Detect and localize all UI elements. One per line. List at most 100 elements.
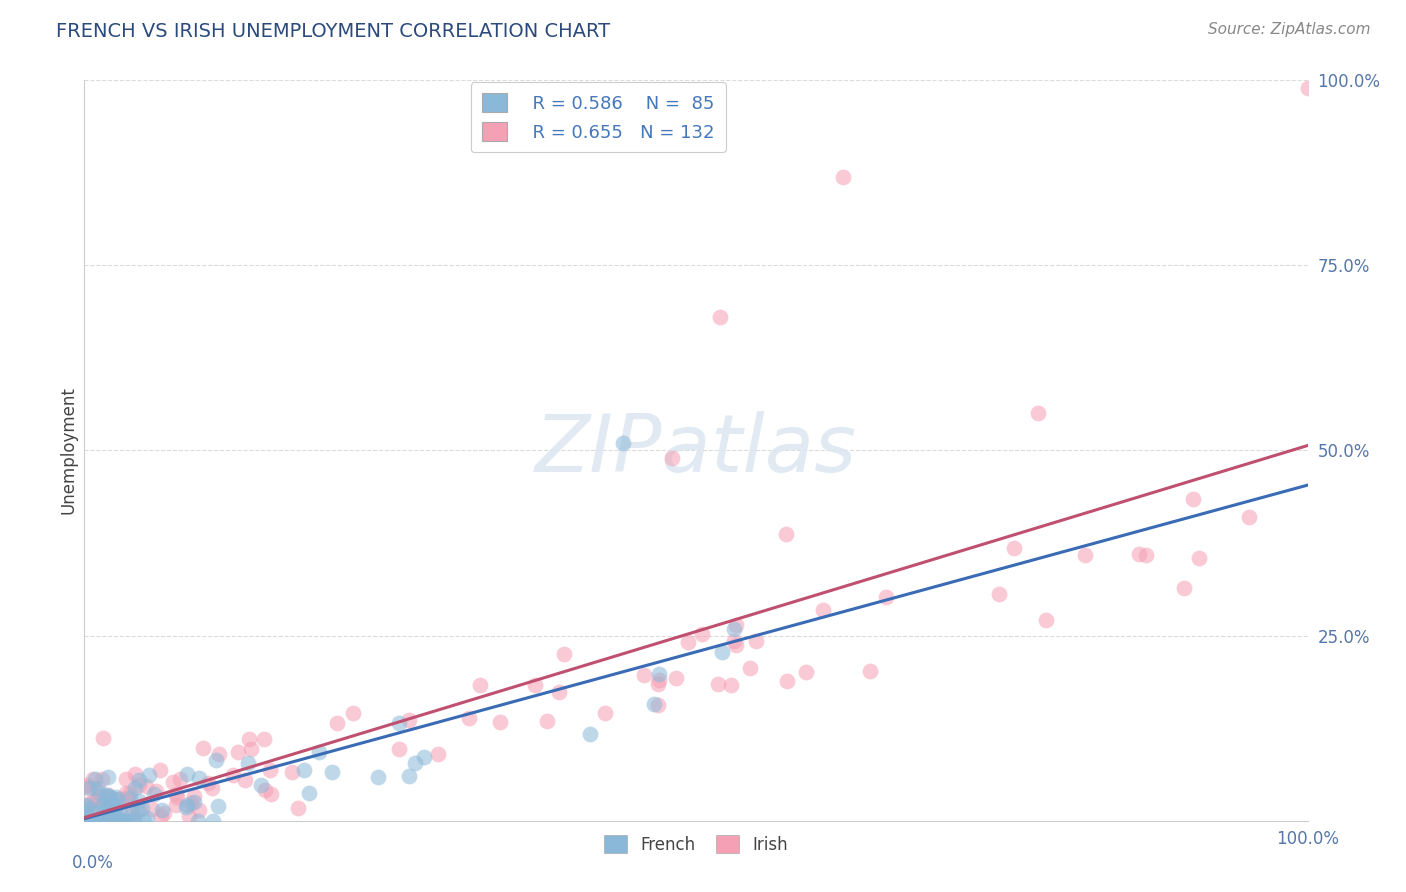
Point xyxy=(367,770,389,784)
Point xyxy=(1002,541,1025,556)
Point xyxy=(1188,550,1211,565)
Point xyxy=(105,797,128,812)
Point xyxy=(612,436,634,450)
Point xyxy=(93,805,115,819)
Point xyxy=(75,799,97,814)
Point xyxy=(83,814,105,828)
Point xyxy=(136,811,159,825)
Point xyxy=(720,678,742,692)
Point xyxy=(253,732,276,747)
Y-axis label: Unemployment: Unemployment xyxy=(59,386,77,515)
Point xyxy=(100,814,122,828)
Point xyxy=(188,771,211,785)
Point xyxy=(723,633,745,648)
Point xyxy=(548,685,571,699)
Point xyxy=(82,814,104,828)
Point xyxy=(169,772,191,786)
Point xyxy=(207,799,229,814)
Point xyxy=(468,678,491,692)
Point xyxy=(176,767,198,781)
Point xyxy=(745,634,768,648)
Point xyxy=(75,814,97,828)
Point xyxy=(647,698,669,713)
Point xyxy=(97,770,120,784)
Point xyxy=(228,745,250,759)
Point xyxy=(831,169,853,184)
Point xyxy=(398,713,420,727)
Point xyxy=(412,749,434,764)
Point xyxy=(110,807,132,822)
Point xyxy=(775,527,797,541)
Point xyxy=(1128,547,1150,561)
Point xyxy=(89,814,111,828)
Point xyxy=(98,796,121,810)
Point xyxy=(76,805,98,820)
Point xyxy=(87,814,110,828)
Point xyxy=(707,676,730,690)
Point xyxy=(723,622,745,636)
Point xyxy=(112,814,135,828)
Point xyxy=(254,782,277,797)
Point xyxy=(690,627,713,641)
Point xyxy=(643,697,665,711)
Point xyxy=(875,591,897,605)
Point xyxy=(103,805,125,820)
Point xyxy=(124,780,146,795)
Point xyxy=(398,769,420,783)
Point xyxy=(73,802,96,816)
Point xyxy=(73,804,96,818)
Point xyxy=(776,673,799,688)
Point xyxy=(321,764,343,779)
Point xyxy=(553,647,575,661)
Point xyxy=(578,727,600,741)
Point xyxy=(73,780,96,794)
Point xyxy=(131,801,153,815)
Point xyxy=(117,791,139,805)
Point xyxy=(174,799,197,814)
Point xyxy=(124,766,146,780)
Point xyxy=(83,772,105,787)
Point xyxy=(648,673,671,688)
Point xyxy=(94,814,117,828)
Point xyxy=(87,780,110,795)
Text: 0.0%: 0.0% xyxy=(72,854,114,872)
Point xyxy=(103,798,125,813)
Point xyxy=(457,711,479,725)
Point xyxy=(205,753,228,767)
Point xyxy=(76,797,98,811)
Text: ZIPatlas: ZIPatlas xyxy=(534,411,858,490)
Point xyxy=(177,808,200,822)
Point xyxy=(222,768,245,782)
Point xyxy=(128,794,150,808)
Point xyxy=(988,587,1011,601)
Point xyxy=(709,310,731,325)
Point xyxy=(98,798,121,813)
Point xyxy=(191,741,214,756)
Point xyxy=(162,775,184,789)
Point xyxy=(83,814,105,828)
Point xyxy=(149,809,172,823)
Point xyxy=(104,811,127,825)
Point xyxy=(740,661,762,675)
Point xyxy=(96,814,118,828)
Point xyxy=(259,763,281,777)
Point xyxy=(83,793,105,807)
Point xyxy=(1074,548,1097,562)
Point xyxy=(187,814,209,828)
Point xyxy=(250,779,273,793)
Point xyxy=(281,764,304,779)
Point xyxy=(79,802,101,816)
Point xyxy=(183,789,205,803)
Point xyxy=(97,788,120,802)
Point xyxy=(100,813,122,827)
Point xyxy=(647,677,669,691)
Legend: French, Irish: French, Irish xyxy=(598,829,794,861)
Point xyxy=(128,803,150,817)
Point xyxy=(73,814,96,828)
Point xyxy=(648,667,671,681)
Point xyxy=(298,786,321,800)
Point xyxy=(1296,80,1319,95)
Point xyxy=(84,806,107,821)
Point xyxy=(153,805,176,820)
Point xyxy=(149,763,172,777)
